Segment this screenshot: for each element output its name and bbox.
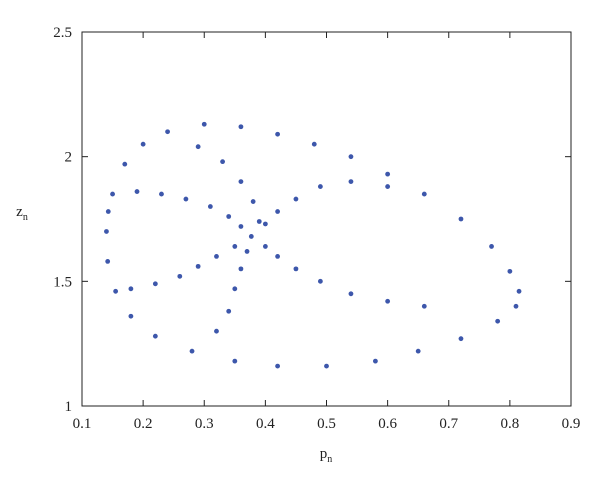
point	[507, 268, 513, 274]
point	[421, 303, 427, 309]
point	[195, 144, 201, 150]
point	[232, 358, 238, 364]
point	[458, 336, 464, 342]
point	[275, 363, 280, 369]
point	[195, 263, 201, 269]
point	[275, 209, 280, 214]
point	[317, 278, 323, 284]
point	[495, 318, 501, 324]
point	[152, 281, 158, 287]
point	[165, 129, 170, 135]
point	[385, 171, 391, 177]
x-tick-label: 0.8	[501, 416, 520, 432]
y-tick-label: 1	[65, 399, 73, 415]
x-label-main: p	[320, 446, 328, 462]
point	[415, 348, 421, 354]
x-tick-label: 0.2	[134, 416, 153, 432]
point	[489, 244, 494, 249]
point	[226, 214, 232, 219]
point	[244, 249, 250, 254]
y-tick-label: 1.5	[53, 274, 72, 290]
x-tick-label: 0.5	[317, 416, 336, 432]
point	[238, 266, 244, 272]
point	[275, 254, 280, 259]
point	[256, 219, 262, 224]
x-axis-label: pn	[320, 446, 333, 465]
point	[458, 216, 464, 222]
point	[110, 191, 115, 197]
point	[104, 229, 109, 234]
point	[262, 221, 268, 227]
point	[128, 313, 134, 319]
point	[238, 124, 244, 130]
point	[421, 191, 427, 197]
point	[113, 288, 119, 294]
x-label-sub: n	[327, 454, 332, 465]
point	[348, 154, 354, 160]
point	[232, 244, 238, 249]
x-tick-label: 0.7	[439, 416, 458, 432]
point	[513, 303, 519, 309]
point	[238, 179, 244, 185]
point	[275, 131, 280, 137]
point	[207, 204, 213, 209]
point	[105, 258, 111, 264]
point	[152, 333, 158, 339]
y-label-sub: n	[23, 212, 28, 223]
point	[238, 224, 244, 229]
point	[348, 179, 354, 185]
point	[105, 209, 111, 214]
y-axis-label: zn	[16, 204, 28, 223]
point	[183, 196, 189, 202]
y-tick-label: 2.5	[53, 25, 72, 41]
point	[248, 234, 254, 239]
point	[293, 196, 299, 202]
point	[516, 288, 522, 294]
plot-frame	[81, 31, 572, 407]
point	[232, 286, 238, 292]
point	[262, 244, 268, 249]
x-tick-label: 0.9	[562, 416, 581, 432]
point	[189, 348, 195, 354]
point	[250, 199, 256, 204]
point	[348, 291, 354, 297]
x-tick-label: 0.1	[73, 416, 92, 432]
point	[128, 286, 134, 292]
y-label-main: z	[16, 204, 23, 220]
point	[385, 298, 391, 304]
point	[220, 159, 225, 165]
x-tick-label: 0.4	[256, 416, 275, 432]
point	[373, 358, 378, 364]
point	[177, 273, 183, 279]
y-tick-label: 2	[65, 150, 73, 166]
point	[159, 191, 164, 197]
point	[293, 266, 299, 272]
point	[134, 189, 140, 194]
point	[385, 184, 391, 189]
point	[226, 308, 232, 314]
point	[140, 141, 146, 147]
x-tick-label: 0.3	[195, 416, 214, 432]
point	[317, 184, 323, 189]
point	[122, 161, 128, 167]
point	[311, 141, 317, 147]
point	[201, 121, 207, 127]
point	[214, 254, 219, 259]
point	[214, 328, 219, 334]
point	[324, 363, 329, 369]
x-tick-label: 0.6	[378, 416, 397, 432]
